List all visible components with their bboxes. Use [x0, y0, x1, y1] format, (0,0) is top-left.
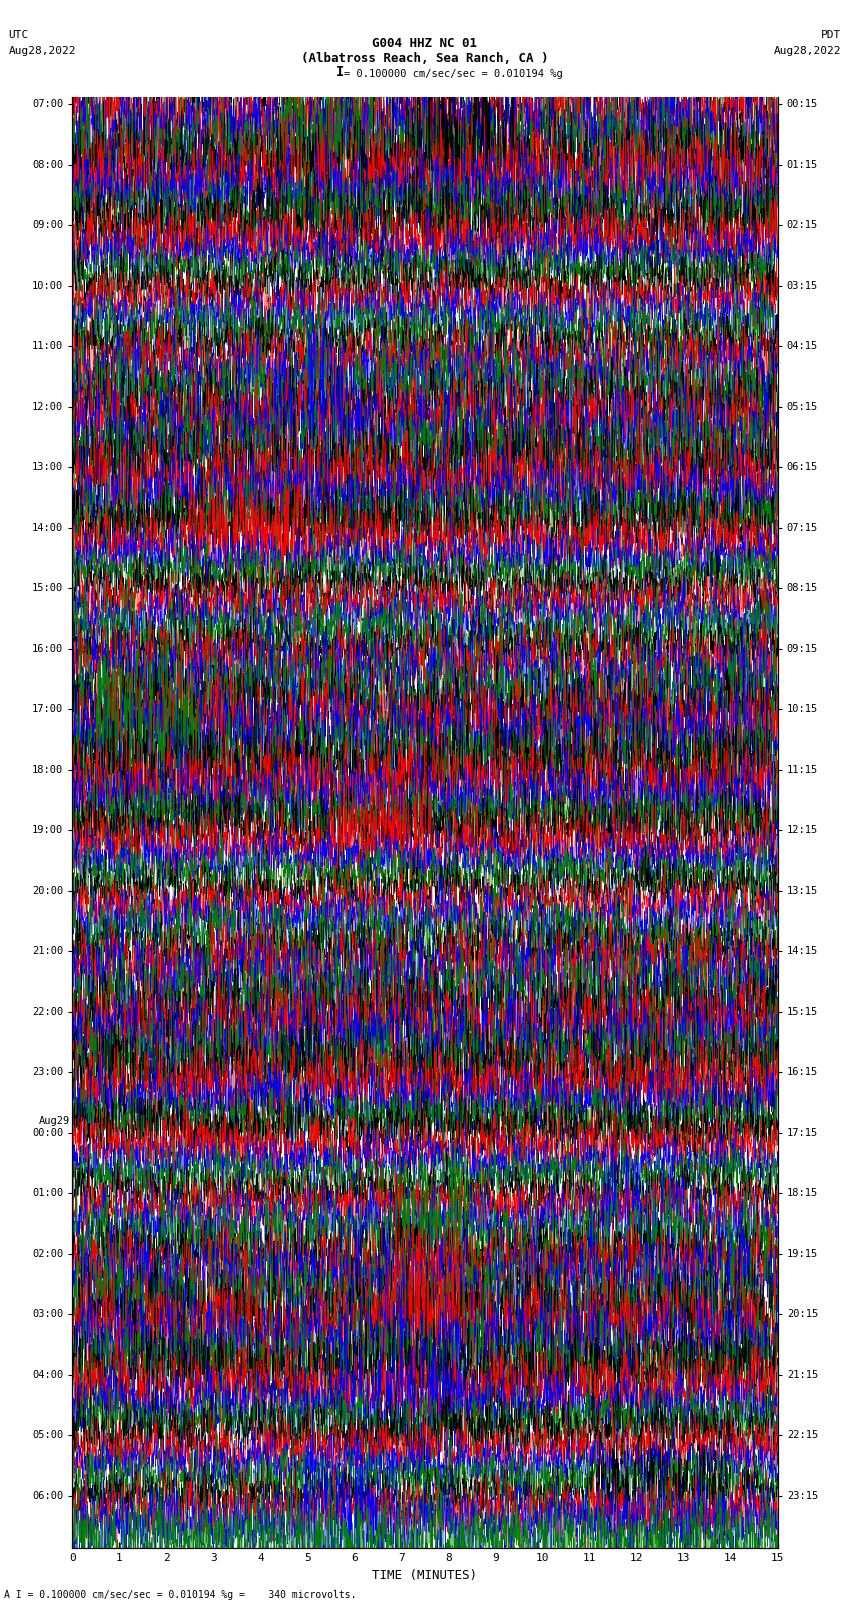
Text: PDT: PDT	[821, 31, 842, 40]
Text: G004 HHZ NC 01: G004 HHZ NC 01	[372, 37, 478, 50]
X-axis label: TIME (MINUTES): TIME (MINUTES)	[372, 1569, 478, 1582]
Text: A I = 0.100000 cm/sec/sec = 0.010194 %g =    340 microvolts.: A I = 0.100000 cm/sec/sec = 0.010194 %g …	[4, 1590, 357, 1600]
Text: I: I	[336, 65, 344, 79]
Text: = 0.100000 cm/sec/sec = 0.010194 %g: = 0.100000 cm/sec/sec = 0.010194 %g	[344, 69, 563, 79]
Text: Aug28,2022: Aug28,2022	[774, 47, 842, 56]
Text: UTC: UTC	[8, 31, 29, 40]
Text: (Albatross Reach, Sea Ranch, CA ): (Albatross Reach, Sea Ranch, CA )	[301, 52, 549, 65]
Text: Aug29: Aug29	[39, 1116, 71, 1126]
Text: Aug28,2022: Aug28,2022	[8, 47, 76, 56]
